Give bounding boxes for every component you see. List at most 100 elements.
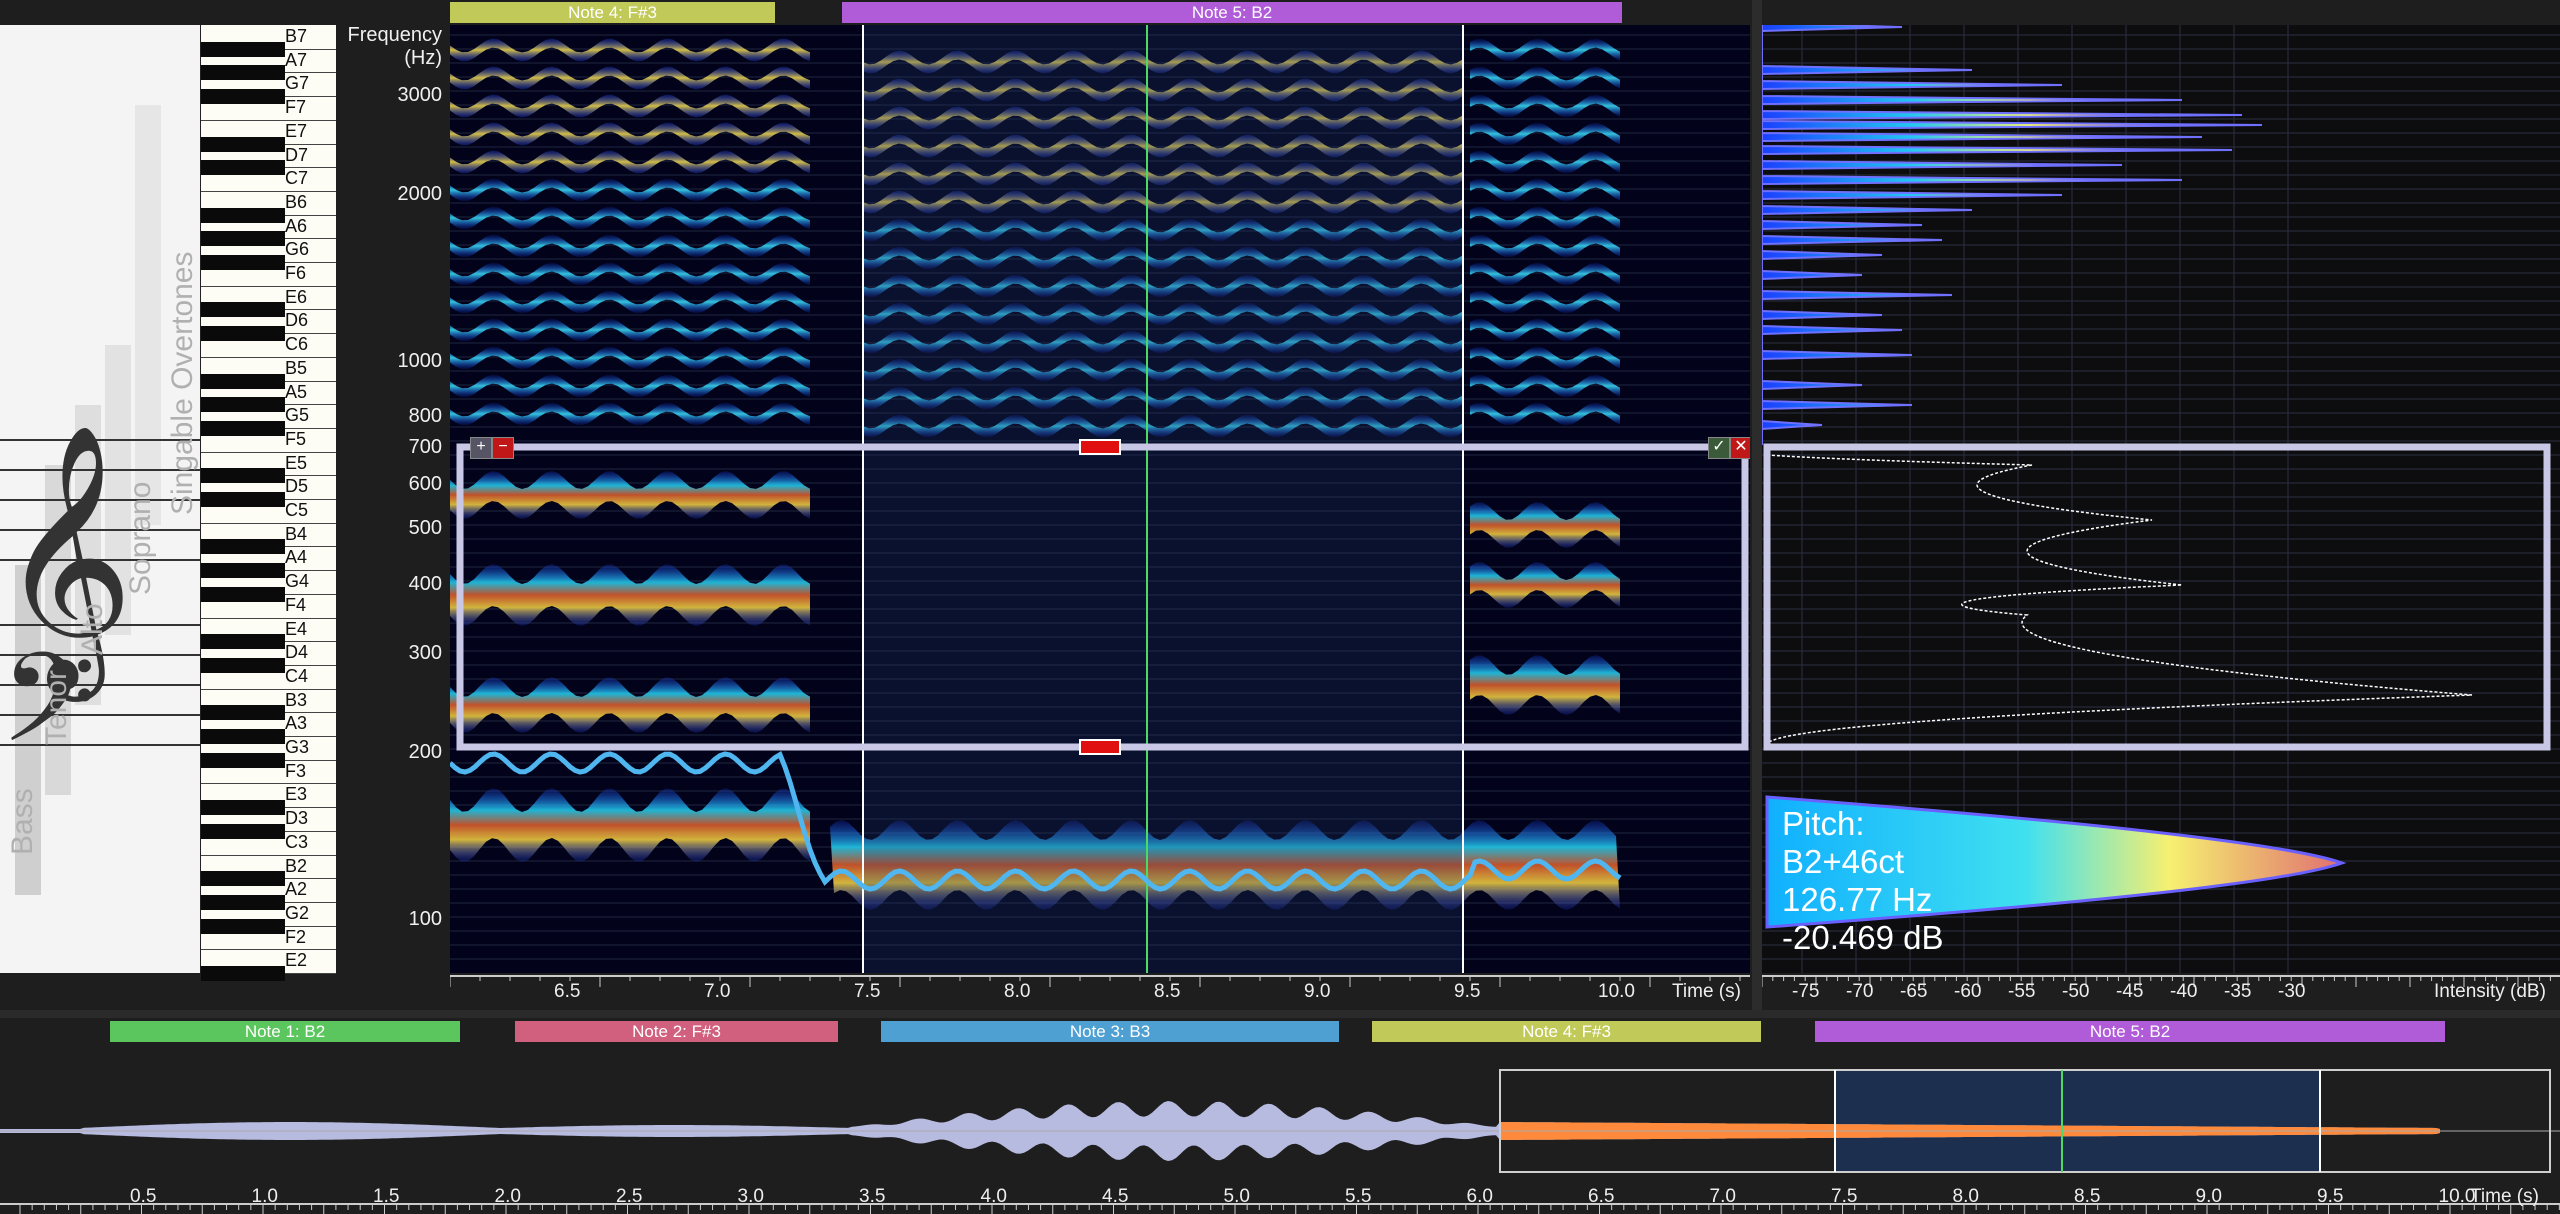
piano-note-label: C3 (285, 831, 309, 852)
intensity-label: -45 (2116, 981, 2144, 1002)
intensity-label: -70 (1846, 981, 1874, 1002)
black-key[interactable] (201, 397, 285, 413)
black-key[interactable] (201, 800, 285, 816)
waveform-viewport[interactable] (1499, 1069, 2551, 1173)
piano-note-label: A4 (285, 547, 308, 568)
waveform-selection[interactable] (1835, 1070, 2320, 1172)
black-key[interactable] (201, 373, 285, 389)
time-label: 9.5 (1454, 981, 1481, 1002)
black-key[interactable] (201, 539, 285, 555)
piano-note-label: F4 (285, 594, 307, 615)
piano-note-label: C7 (285, 168, 309, 189)
top-note-4[interactable]: Note 4: F#3 (450, 2, 775, 23)
piano-note-label: A5 (285, 381, 308, 402)
close-icon[interactable]: ✕ (1730, 437, 1750, 459)
piano-note-label: G4 (285, 571, 310, 592)
intensity-axis-title: Intensity (dB) (2434, 981, 2546, 1002)
piano-note-label: C5 (285, 500, 309, 520)
piano-note-label: C4 (285, 665, 309, 686)
time-label: 7.0 (704, 981, 731, 1002)
top-note-5[interactable]: Note 5: B2 (842, 2, 1622, 23)
spectrum-filter-box[interactable] (1763, 443, 2551, 751)
bottom-time-label: 3.5 (859, 1186, 886, 1207)
black-key[interactable] (201, 65, 285, 81)
voice-alto: Alto (76, 603, 109, 655)
black-key[interactable] (201, 207, 285, 223)
pitch-title: Pitch: (1782, 805, 1865, 842)
spectrum-svg (1762, 25, 2560, 973)
bass-clef-icon: 𝄢 (0, 627, 96, 801)
filter-top-handle[interactable] (1079, 439, 1121, 455)
bottom-time-label: 9.5 (2317, 1186, 2344, 1207)
waveform-overview[interactable]: Note 1: B2 Note 2: F#3 Note 3: B3 Note 4… (0, 1018, 2560, 1214)
black-key[interactable] (201, 705, 285, 721)
bottom-time-label: 6.5 (1588, 1186, 1615, 1207)
black-key[interactable] (201, 41, 285, 57)
bottom-time-label: 8.5 (2074, 1186, 2101, 1207)
bottom-note-1[interactable]: Note 1: B2 (110, 1021, 460, 1042)
time-axis-top: 6.5 7.0 7.5 8.0 8.5 9.0 9.5 10.0 Time (s… (450, 975, 1750, 1010)
black-key[interactable] (201, 255, 285, 270)
piano-note-label: D5 (285, 476, 309, 497)
black-key[interactable] (201, 89, 285, 105)
piano-keyboard[interactable]: B7 A7 G7 F7 E7 D7 C7 B6 A6 G6 F6 E6 D6 C6 B5 A5 G5 F5 E5 D5… (200, 25, 337, 981)
time-selection[interactable] (863, 25, 1463, 973)
filter-bottom-handle[interactable] (1079, 739, 1121, 755)
freq-label: 800 (408, 405, 442, 427)
time-axis-title: Time (s) (1672, 981, 1741, 1002)
freq-label: 400 (408, 573, 442, 595)
black-key[interactable] (201, 468, 285, 484)
spectrum-panel[interactable] (1762, 25, 2560, 973)
black-key[interactable] (201, 634, 285, 650)
black-key[interactable] (201, 563, 285, 579)
bass-staff-lines (0, 624, 200, 746)
spectrogram-view[interactable]: + − ✓ ✕ (450, 25, 1750, 973)
freq-label: 500 (408, 517, 442, 539)
piano-labels (0, 0, 1, 1)
piano-note-label: F3 (285, 760, 307, 781)
white-key-divider (201, 522, 337, 524)
minus-icon[interactable]: − (492, 437, 514, 459)
check-icon[interactable]: ✓ (1708, 437, 1730, 459)
freq-label: 3000 (397, 84, 443, 106)
black-key[interactable] (201, 136, 285, 152)
piano-note-label: A6 (285, 215, 308, 236)
black-key[interactable] (201, 729, 285, 744)
panel-divider[interactable] (0, 1010, 2560, 1018)
plus-icon[interactable]: + (470, 437, 492, 459)
black-key[interactable] (201, 823, 285, 839)
intensity-axis: -75 -70 -65 -60 -55 -50 -45 -40 -35 -30 … (1762, 975, 2560, 1010)
bottom-note-3[interactable]: Note 3: B3 (881, 1021, 1339, 1042)
waveform-svg (0, 1069, 2560, 1214)
piano-note-label: B5 (285, 357, 308, 378)
panel-separator[interactable] (1752, 0, 1762, 1010)
black-key[interactable] (201, 657, 285, 673)
black-key[interactable] (201, 966, 285, 981)
bottom-note-5[interactable]: Note 5: B2 (1815, 1021, 2445, 1042)
bottom-note-2[interactable]: Note 2: F#3 (515, 1021, 838, 1042)
time-label: 7.5 (854, 981, 881, 1002)
piano-note-label: B4 (285, 523, 308, 544)
black-key[interactable] (201, 326, 285, 342)
black-key[interactable] (201, 894, 285, 910)
black-key[interactable] (201, 160, 285, 176)
black-key[interactable] (201, 752, 285, 768)
black-key[interactable] (201, 231, 285, 247)
black-key[interactable] (201, 420, 285, 436)
bottom-time-label: 9.0 (2195, 1186, 2222, 1207)
black-key[interactable] (201, 918, 285, 934)
black-key[interactable] (201, 492, 285, 507)
piano-note-label: A3 (285, 713, 308, 734)
black-key[interactable] (201, 586, 285, 602)
black-key[interactable] (201, 871, 285, 887)
black-key[interactable] (201, 302, 285, 318)
spectrogram-svg (450, 25, 1750, 973)
pitch-db: -20.469 dB (1782, 919, 1944, 956)
pitch-hz: 126.77 Hz (1782, 881, 1933, 918)
bottom-note-4[interactable]: Note 4: F#3 (1372, 1021, 1761, 1042)
piano-note-label: D7 (285, 144, 309, 165)
intensity-label: -40 (2170, 981, 2198, 1002)
bottom-time-label: 4.5 (1102, 1186, 1129, 1207)
time-label: 6.5 (554, 981, 581, 1002)
bottom-time-label: 3.0 (737, 1186, 764, 1207)
